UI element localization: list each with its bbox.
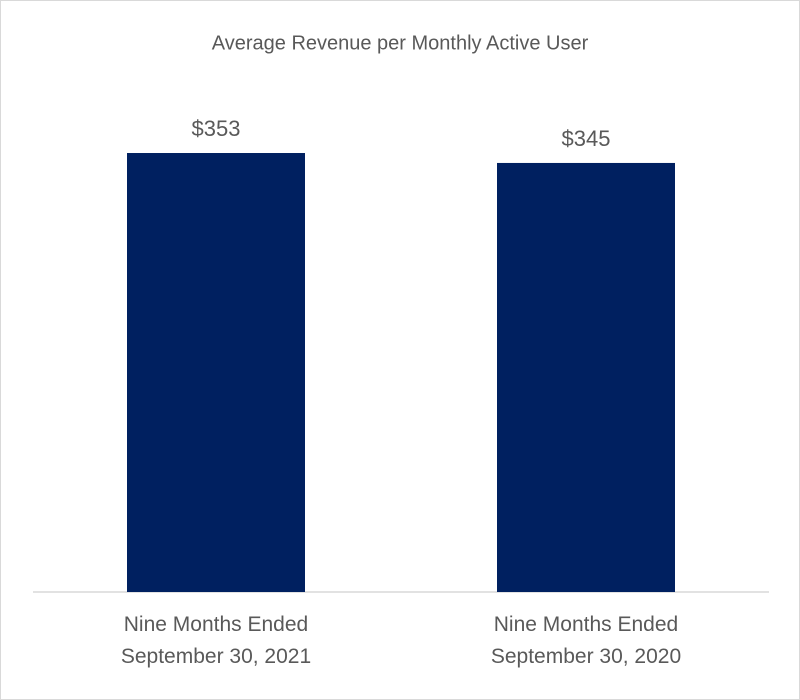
bar	[127, 153, 305, 592]
value-label: $345	[562, 126, 611, 151]
x-tick-label: Nine Months Ended September 30, 2020	[490, 613, 682, 668]
x-tick-label: Nine Months Ended September 30, 2021	[120, 613, 312, 668]
bar	[497, 162, 675, 592]
chart-title: Average Revenue per Monthly Active User	[212, 32, 589, 54]
value-label: $353	[192, 116, 241, 141]
